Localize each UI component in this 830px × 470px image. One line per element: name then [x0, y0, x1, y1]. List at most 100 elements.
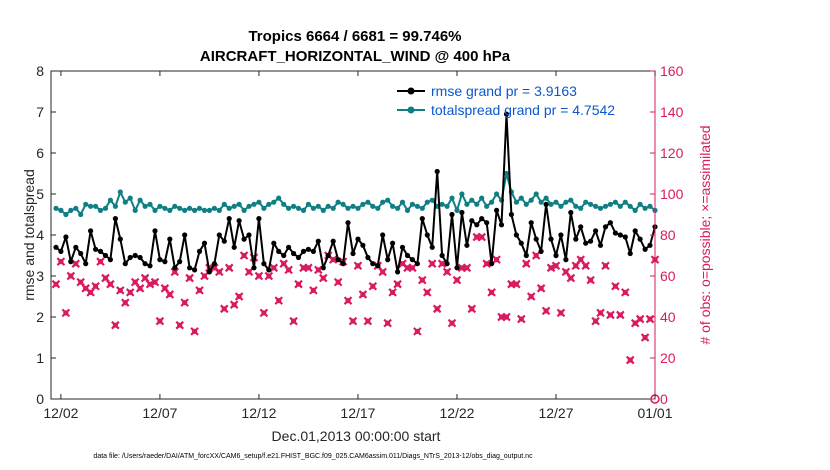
obs-point-dot: [222, 306, 227, 311]
totalspread-point: [128, 196, 133, 201]
obs-point: [389, 289, 396, 296]
rmse-point: [301, 249, 306, 254]
rmse-point: [261, 261, 266, 266]
rmse-point: [375, 263, 380, 268]
rmse-point: [355, 237, 360, 242]
obs-point: [285, 266, 292, 273]
rmse-point: [78, 251, 83, 256]
rmse-point: [306, 247, 311, 252]
obs-point: [478, 234, 485, 241]
obs-point: [533, 252, 540, 259]
rmse-point: [524, 253, 529, 258]
obs-point-dot: [355, 263, 360, 268]
totalspread-point: [410, 202, 415, 207]
obs-point: [320, 275, 327, 282]
totalspread-point: [147, 202, 152, 207]
rmse-point: [553, 253, 558, 258]
rmse-point: [326, 253, 331, 258]
obs-point-dot: [440, 261, 445, 266]
rmse-point: [73, 245, 78, 250]
obs-point-dot: [167, 292, 172, 297]
rmse-point: [598, 243, 603, 248]
rmse-point: [108, 257, 113, 262]
obs-point-dot: [623, 290, 628, 295]
totalspread-point: [370, 204, 375, 209]
totalspread-point: [598, 206, 603, 211]
obs-point-dot: [395, 282, 400, 287]
obs-point: [364, 318, 371, 325]
obs-point-dot: [192, 329, 197, 334]
rmse-point: [152, 228, 157, 233]
rmse-point: [246, 232, 251, 237]
x-tick-label: 12/27: [538, 405, 573, 421]
right-y-tick-label: 140: [660, 104, 684, 120]
obs-point-dot: [539, 286, 544, 291]
rmse-point: [133, 253, 138, 258]
obs-point-dot: [598, 310, 603, 315]
obs-point: [156, 318, 163, 325]
obs-point-dot: [202, 273, 207, 278]
obs-point-dot: [435, 306, 440, 311]
obs-point: [359, 291, 366, 298]
obs-point: [627, 357, 634, 364]
obs-point: [642, 334, 649, 341]
rmse-point: [464, 243, 469, 248]
totalspread-point: [98, 208, 103, 213]
obs-point-dot: [63, 310, 68, 315]
totalspread-point: [643, 206, 648, 211]
rmse-point: [128, 255, 133, 260]
rmse-point: [143, 261, 148, 266]
rmse-point: [400, 245, 405, 250]
obs-point-dot: [58, 259, 63, 264]
totalspread-point: [360, 202, 365, 207]
x-tick-label: 12/07: [142, 405, 177, 421]
obs-point-dot: [98, 259, 103, 264]
totalspread-point: [157, 204, 162, 209]
totalspread-point: [217, 208, 222, 213]
obs-point-dot: [573, 263, 578, 268]
totalspread-point: [519, 196, 524, 201]
rmse-point: [628, 251, 633, 256]
totalspread-point: [276, 196, 281, 201]
totalspread-point: [93, 204, 98, 209]
rmse-point: [172, 265, 177, 270]
left-y-tick-label: 5: [36, 186, 44, 202]
totalspread-point: [534, 191, 539, 196]
obs-point-dot: [514, 282, 519, 287]
obs-point-dot: [261, 310, 266, 315]
rmse-point: [341, 261, 346, 266]
totalspread-point: [256, 200, 261, 205]
obs-point: [488, 289, 495, 296]
obs-point: [221, 305, 228, 312]
obs-point-dot: [217, 269, 222, 274]
x-tick-label: 12/17: [340, 405, 375, 421]
obs-point-dot: [489, 290, 494, 295]
totalspread-point: [578, 206, 583, 211]
totalspread-point: [489, 200, 494, 205]
obs-point-dot: [603, 263, 608, 268]
obs-point: [151, 279, 158, 286]
right-y-tick-label: 60: [660, 268, 676, 284]
obs-point-dot: [108, 282, 113, 287]
obs-point-dot: [583, 263, 588, 268]
rmse-point: [197, 249, 202, 254]
obs-point-dot: [578, 257, 583, 262]
x-axis-label: Dec.01,2013 00:00:00 start: [272, 428, 441, 444]
totalspread-point: [143, 204, 148, 209]
rmse-point: [331, 239, 336, 244]
obs-point: [127, 289, 134, 296]
rmse-point: [276, 249, 281, 254]
totalspread-point: [311, 206, 316, 211]
obs-point: [592, 318, 599, 325]
rmse-point: [350, 251, 355, 256]
left-y-tick-label: 6: [36, 145, 44, 161]
rmse-point: [63, 234, 68, 239]
obs-point: [52, 281, 59, 288]
rmse-point: [454, 265, 459, 270]
obs-point: [617, 311, 624, 318]
obs-point-dot: [296, 282, 301, 287]
rmse-point: [618, 232, 623, 237]
obs-point-dot: [380, 269, 385, 274]
rmse-point: [123, 261, 128, 266]
obs-point: [181, 299, 188, 306]
